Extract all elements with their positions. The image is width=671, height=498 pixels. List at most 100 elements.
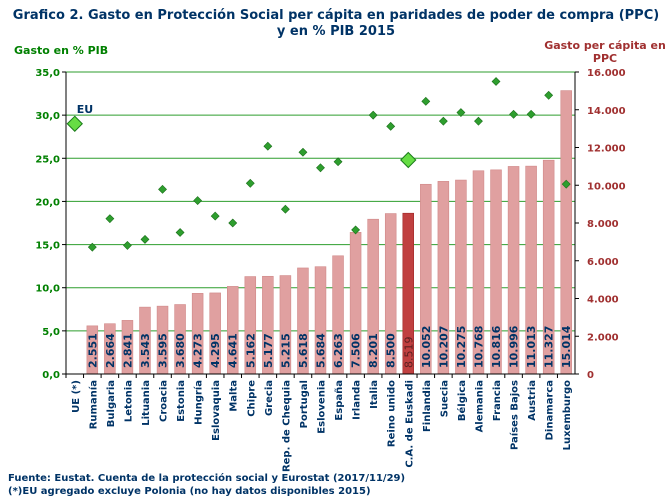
chart-title-line2: y en % PIB 2015 xyxy=(277,24,395,39)
left-tick-label: 20,0 xyxy=(35,197,60,208)
bar-value-label: 7.506 xyxy=(350,333,363,368)
bar-value-label: 5.215 xyxy=(279,333,292,368)
category-label: Irlanda xyxy=(352,380,363,420)
pib-marker xyxy=(228,218,238,228)
eu-label: EU xyxy=(77,103,93,116)
left-tick-label: 30,0 xyxy=(35,111,60,122)
pib-marker xyxy=(438,116,448,126)
category-label: Croacia xyxy=(159,380,170,422)
bar-value-label: 15.014 xyxy=(560,325,573,368)
left-tick-label: 25,0 xyxy=(35,154,60,165)
pib-marker xyxy=(210,211,220,221)
left-tick-label: 0,0 xyxy=(42,370,60,381)
category-label: Chipre xyxy=(246,380,257,417)
pib-marker xyxy=(544,90,554,100)
right-tick-label: 14.000 xyxy=(587,106,626,117)
bar-value-label: 2.664 xyxy=(104,333,117,368)
bar-value-label: 5.177 xyxy=(262,333,275,368)
pib-marker xyxy=(105,214,115,224)
pib-marker xyxy=(526,109,536,119)
left-tick-label: 5,0 xyxy=(42,327,60,338)
bar-value-label: 3.543 xyxy=(139,333,152,368)
pib-marker xyxy=(421,96,431,106)
right-tick-label: 2.000 xyxy=(587,332,619,343)
right-tick-label: 8.000 xyxy=(587,219,619,230)
bar-value-label: 11.327 xyxy=(543,326,556,368)
bar-value-label: 10.816 xyxy=(490,325,503,368)
category-label: Francia xyxy=(492,380,503,421)
bar-value-label: 10.996 xyxy=(508,325,521,368)
bar-value-label: 5.162 xyxy=(244,333,257,368)
pib-marker xyxy=(123,241,132,250)
category-label: Portugal xyxy=(299,380,310,428)
pib-marker xyxy=(386,121,396,131)
bar-value-label: 3.595 xyxy=(157,333,170,368)
pib-marker xyxy=(491,77,501,86)
pib-marker xyxy=(474,116,483,126)
category-label: Grecia xyxy=(264,380,275,416)
bar-value-label: 5.684 xyxy=(315,333,328,368)
bar-value-label: 10.052 xyxy=(420,326,433,368)
category-label: Rumanía xyxy=(87,380,99,429)
bar-value-label: 6.263 xyxy=(332,333,345,368)
right-tick-label: 6.000 xyxy=(587,257,619,268)
pib-marker xyxy=(351,225,361,235)
right-tick-label: 10.000 xyxy=(587,181,626,192)
bar-value-label: 5.618 xyxy=(297,333,310,368)
left-tick-label: 35,0 xyxy=(35,68,60,79)
pib-marker xyxy=(87,242,97,252)
chart-title-line1: Grafico 2. Gasto en Protección Social pe… xyxy=(13,8,659,23)
bar-value-label: 4.273 xyxy=(192,333,205,368)
pib-marker xyxy=(561,179,571,189)
pib-marker xyxy=(280,204,290,214)
category-label: Austria xyxy=(527,380,538,421)
bar-value-label: 10.768 xyxy=(472,326,485,368)
category-label: Países Bajos xyxy=(509,380,521,450)
bar-value-label: 10.275 xyxy=(455,326,468,368)
bar-value-label: 8.201 xyxy=(367,333,380,368)
category-label: Bélgica xyxy=(456,380,468,421)
pib-marker xyxy=(333,157,343,167)
category-label: Luxemburgo xyxy=(562,380,573,451)
bar-value-label: 2.551 xyxy=(86,333,99,368)
category-label: Alemania xyxy=(474,380,485,432)
right-tick-label: 0 xyxy=(587,370,594,381)
right-tick-label: 16.000 xyxy=(587,68,626,79)
right-tick-label: 4.000 xyxy=(587,295,619,306)
category-label: Malta xyxy=(229,380,240,412)
category-label: Dinamarca xyxy=(545,380,556,440)
category-label: Suecia xyxy=(439,380,450,417)
pib-marker xyxy=(175,228,185,237)
pib-marker xyxy=(66,115,83,132)
pib-marker xyxy=(245,178,255,188)
category-label: Reino unido xyxy=(387,380,398,447)
category-label: Eslovaquia xyxy=(211,380,222,441)
bar-value-label: 8.519 xyxy=(402,337,415,369)
bar-value-label: 3.680 xyxy=(174,333,187,368)
category-label: España xyxy=(334,380,345,421)
left-tick-label: 10,0 xyxy=(35,284,60,295)
footnote-eu: (*)EU agregado excluye Polonia (no hay d… xyxy=(8,486,371,497)
pib-marker xyxy=(158,184,167,194)
category-label: Letonia xyxy=(123,380,134,422)
bar-value-label: 4.641 xyxy=(227,333,240,368)
bar-value-label: 4.295 xyxy=(209,333,222,368)
pib-marker xyxy=(400,151,417,169)
footnote-source: Fuente: Eustat. Cuenta de la protección … xyxy=(8,472,405,484)
category-label: Lituania xyxy=(141,380,152,426)
pib-marker xyxy=(456,108,466,117)
pib-marker xyxy=(193,196,203,205)
right-axis-title-line1: Gasto per cápita en xyxy=(544,39,666,52)
bar-value-label: 8.500 xyxy=(385,333,398,368)
bar-value-label: 2.841 xyxy=(121,333,134,368)
left-axis-title: Gasto en % PIB xyxy=(14,44,108,57)
category-label: Finlandia xyxy=(422,380,433,432)
bar-value-label: 10.207 xyxy=(437,326,450,368)
pib-marker xyxy=(368,110,378,120)
category-label: Rep. de Chequia xyxy=(281,380,292,472)
pib-marker xyxy=(263,141,273,151)
category-label: Hungría xyxy=(193,380,205,425)
left-tick-label: 15,0 xyxy=(35,241,60,252)
